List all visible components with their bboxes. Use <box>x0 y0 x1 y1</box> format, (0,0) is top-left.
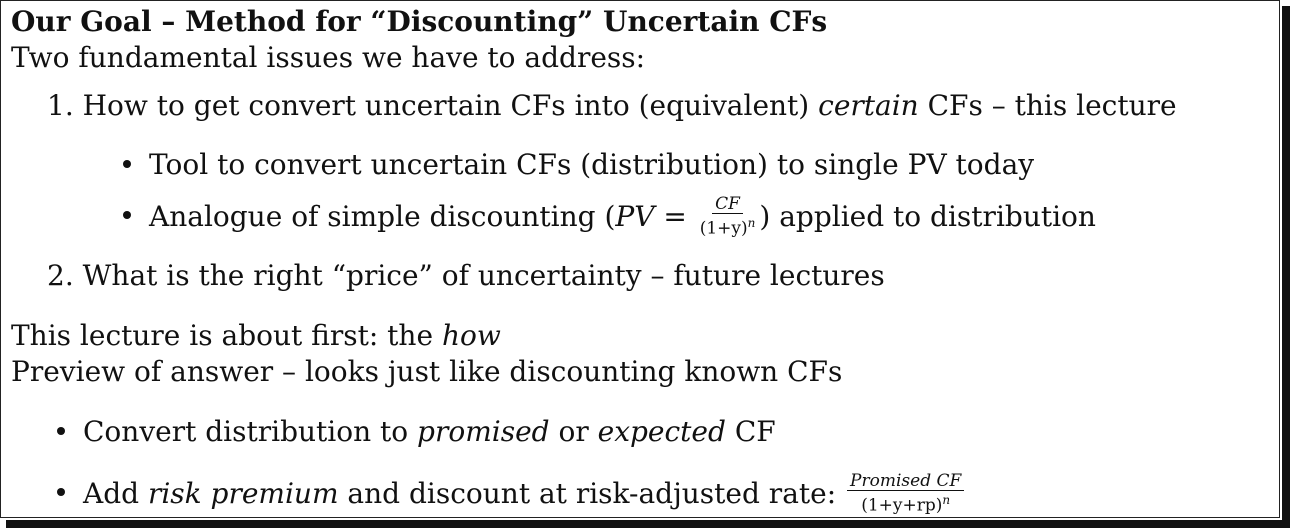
fraction-denominator: (1+y)n <box>699 216 756 239</box>
sub-bullet-text-post: ) applied to distribution <box>759 199 1096 233</box>
sub-bullet-text: Tool to convert uncertain CFs (distribut… <box>149 148 1035 181</box>
item-number: 1. <box>47 89 74 122</box>
risk-premium-emphasis: risk premium <box>147 476 339 510</box>
fraction-numerator: Promised CF <box>847 472 965 491</box>
item-text-pre: How to get convert uncertain CFs into (e… <box>82 89 819 122</box>
fraction-numerator: CF <box>712 195 743 214</box>
answer-bullet-1: Convert distribution to promised or expe… <box>57 415 776 449</box>
item-number: 2. <box>47 259 74 292</box>
formula-lhs: PV = <box>615 199 687 233</box>
item-text: What is the right “price” of uncertainty… <box>82 259 885 292</box>
risk-adjusted-fraction: Promised CF (1+y+rp)n <box>847 472 965 516</box>
bullet-icon <box>57 488 65 497</box>
expected-emphasis: expected <box>597 415 726 448</box>
answer-bullet-2: Add risk premium and discount at risk-ad… <box>57 472 966 517</box>
slide: Our Goal – Method for “Discounting” Unce… <box>0 0 1280 518</box>
sub-bullet-text-pre: Analogue of simple discounting ( <box>149 199 616 233</box>
numbered-item-2: 2. What is the right “price” of uncertai… <box>47 259 885 293</box>
numbered-item-1: 1. How to get convert uncertain CFs into… <box>47 89 1177 123</box>
item-text-post: CFs – this lecture <box>918 89 1177 122</box>
discount-fraction: CF (1+y)n <box>698 195 758 238</box>
item-text-emphasis: certain <box>818 89 919 122</box>
bullet-icon <box>123 211 131 220</box>
promised-emphasis: promised <box>417 415 550 448</box>
bullet-icon <box>123 159 131 168</box>
preview-text: Preview of answer – looks just like disc… <box>11 355 843 388</box>
fraction-denominator: (1+y+rp)n <box>861 493 951 516</box>
slide-title: Our Goal – Method for “Discounting” Unce… <box>11 5 828 38</box>
sub-bullet-1: Tool to convert uncertain CFs (distribut… <box>123 148 1034 182</box>
slide-shadow-bottom <box>6 520 1290 528</box>
sub-bullet-2: Analogue of simple discounting (PV = CF … <box>123 195 1096 240</box>
this-lecture-text: This lecture is about first: the how <box>11 319 501 352</box>
how-emphasis: how <box>441 319 501 352</box>
slide-shadow-right <box>1282 6 1290 528</box>
bullet-icon <box>57 426 65 435</box>
intro-text: Two fundamental issues we have to addres… <box>11 41 646 74</box>
